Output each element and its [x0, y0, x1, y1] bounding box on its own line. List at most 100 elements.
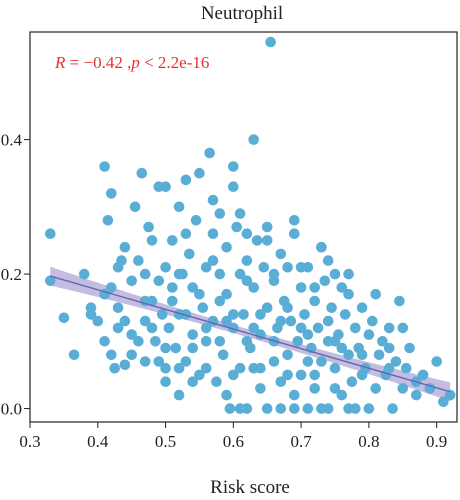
- data-point: [231, 221, 242, 233]
- data-point: [343, 349, 354, 361]
- y-tick-label: 0.0: [1, 400, 22, 419]
- data-point: [119, 315, 131, 327]
- data-point: [417, 369, 429, 381]
- data-point: [133, 336, 144, 347]
- data-point: [367, 315, 378, 327]
- data-point: [241, 275, 253, 287]
- data-point: [45, 275, 56, 287]
- data-point: [126, 329, 137, 340]
- data-point: [85, 302, 97, 314]
- data-point: [173, 362, 185, 374]
- chart-title: Neutrophil: [201, 3, 283, 24]
- data-point: [173, 309, 185, 320]
- x-axis-label: Risk score: [210, 477, 290, 498]
- x-tick-label: 0.7: [290, 432, 312, 451]
- data-points-layer: [45, 36, 456, 414]
- data-point: [275, 315, 287, 327]
- data-point: [285, 315, 297, 327]
- axis-ticks-layer: 0.3 0.4 0.5 0.6 0.7 0.8 0.9 0.0 0.2 0.4: [1, 131, 448, 451]
- data-point: [109, 362, 120, 374]
- data-point: [289, 215, 300, 226]
- data-point: [343, 268, 354, 280]
- data-point: [106, 282, 117, 293]
- data-point: [268, 268, 280, 280]
- data-point: [356, 369, 368, 381]
- data-point: [241, 228, 253, 239]
- data-point: [139, 315, 151, 327]
- data-point: [139, 356, 151, 367]
- data-point: [316, 241, 327, 253]
- data-point: [234, 208, 246, 219]
- data-point: [228, 369, 239, 381]
- data-point: [295, 262, 307, 273]
- data-point: [377, 336, 388, 347]
- data-point: [119, 241, 131, 253]
- data-point: [350, 322, 361, 334]
- data-point: [150, 336, 161, 347]
- data-point: [187, 329, 198, 340]
- data-point: [139, 268, 151, 280]
- data-point: [356, 349, 368, 361]
- data-point: [261, 235, 273, 246]
- data-point: [397, 383, 409, 394]
- data-point: [241, 255, 253, 266]
- data-point: [194, 167, 205, 179]
- data-point: [363, 329, 375, 340]
- p-value: < 2.2e-16: [140, 53, 210, 72]
- data-point: [214, 208, 226, 219]
- data-point: [217, 349, 229, 361]
- data-point: [302, 356, 314, 367]
- data-point: [221, 389, 232, 401]
- data-point: [221, 315, 232, 327]
- data-point: [160, 342, 171, 354]
- data-point: [336, 282, 348, 293]
- data-point: [133, 255, 144, 266]
- data-point: [329, 383, 341, 394]
- data-point: [58, 312, 70, 324]
- data-point: [167, 235, 178, 246]
- data-point: [167, 295, 178, 307]
- data-point: [156, 309, 168, 320]
- data-point: [336, 342, 348, 354]
- data-point: [187, 282, 198, 293]
- data-point: [289, 228, 300, 239]
- data-point: [404, 342, 415, 354]
- data-point: [143, 221, 154, 233]
- data-point: [302, 329, 314, 340]
- data-point: [411, 389, 422, 401]
- data-point: [146, 322, 158, 334]
- data-point: [99, 161, 110, 172]
- data-point: [329, 362, 341, 374]
- data-point: [400, 362, 412, 374]
- data-point: [214, 336, 226, 347]
- data-point: [343, 403, 354, 414]
- data-point: [129, 201, 141, 213]
- data-point: [316, 356, 327, 367]
- data-point: [292, 336, 304, 347]
- data-point: [146, 235, 158, 246]
- data-point: [248, 362, 259, 374]
- data-point: [431, 356, 443, 367]
- data-point: [173, 201, 185, 213]
- data-point: [295, 369, 307, 381]
- data-point: [322, 315, 334, 327]
- data-point: [228, 161, 239, 172]
- data-point: [204, 147, 215, 159]
- data-point: [173, 268, 185, 280]
- data-point: [200, 336, 212, 347]
- data-point: [234, 268, 246, 280]
- data-point: [214, 295, 226, 307]
- data-point: [136, 167, 148, 179]
- y-tick-label: 0.2: [1, 265, 22, 284]
- data-point: [160, 181, 171, 192]
- data-point: [197, 302, 209, 314]
- data-point: [329, 268, 341, 280]
- data-point: [356, 302, 368, 314]
- data-point: [187, 342, 198, 354]
- data-point: [102, 215, 114, 226]
- data-point: [248, 282, 259, 293]
- data-point: [390, 356, 402, 367]
- data-point: [163, 322, 175, 334]
- data-point: [119, 359, 131, 371]
